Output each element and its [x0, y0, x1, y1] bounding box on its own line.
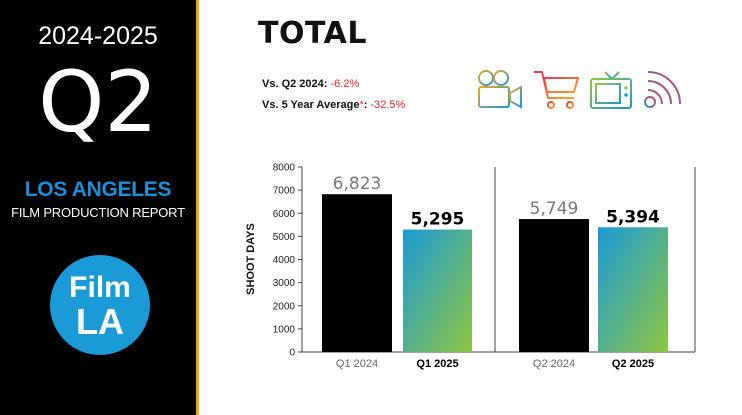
shoot-days-chart: SHOOT DAYS 0 1000 2000 3000 4000 5000 6000 7000… — [236, 155, 706, 395]
bar — [519, 219, 589, 352]
category-label: Q2 2025 — [612, 358, 654, 370]
report-quarter: Q2 — [38, 53, 158, 151]
shopping-cart-icon — [532, 68, 582, 112]
stat-vs-q2-2024: Vs. Q2 2024: -6.2% — [262, 78, 359, 90]
bar-value-label: 5,394 — [606, 207, 660, 227]
chart-svg: SHOOT DAYS 0 1000 2000 3000 4000 5000 6000 7000… — [245, 163, 696, 370]
side-divider — [196, 0, 199, 415]
page-title: TOTAL — [258, 16, 367, 51]
stat2-star: * — [359, 99, 364, 111]
bar-value-label: 5,295 — [411, 210, 465, 230]
y-tick-label: 4000 — [273, 255, 296, 266]
stat2-label: Vs. 5 Year Average — [262, 99, 360, 111]
bar — [322, 194, 392, 352]
y-tick-label: 1000 — [273, 324, 296, 335]
movie-camera-icon — [474, 68, 524, 112]
logo-line2: LA — [76, 301, 124, 342]
y-tick-label: 6000 — [273, 209, 296, 220]
y-tick-label: 8000 — [273, 163, 296, 174]
y-tick-label: 7000 — [273, 186, 296, 197]
stat1-value: -6.2% — [330, 78, 360, 90]
stat2-value: -32.5% — [370, 99, 406, 111]
tv-icon — [588, 68, 638, 112]
bar — [598, 227, 668, 352]
bar-value-label: 5,749 — [530, 199, 579, 219]
category-label: Q1 2025 — [416, 358, 458, 370]
broadcast-signal-icon — [640, 68, 690, 112]
stat2-sep: : — [363, 99, 371, 111]
filmla-logo: Film LA — [50, 255, 150, 355]
report-years: 2024-2025 — [38, 22, 158, 50]
stat-vs-5yr-avg: Vs. 5 Year Average*: -32.5% — [262, 99, 405, 111]
report-city: LOS ANGELES — [24, 178, 172, 201]
category-label: Q2 2024 — [533, 358, 575, 370]
stat1-label: Vs. Q2 2024: — [262, 78, 331, 90]
y-tick-label: 2000 — [273, 301, 296, 312]
y-tick-label: 3000 — [273, 278, 296, 289]
category-label: Q1 2024 — [336, 358, 378, 370]
sidebar-panel: 2024-2025 Q2 LOS ANGELES FILM PRODUCTION… — [0, 0, 196, 415]
y-tick-label: 5000 — [273, 232, 296, 243]
y-axis-label: SHOOT DAYS — [245, 223, 257, 295]
report-name: FILM PRODUCTION REPORT — [11, 205, 185, 220]
logo-line1: Film — [69, 271, 131, 304]
bar — [403, 229, 472, 352]
bar-value-label: 6,823 — [333, 174, 382, 194]
y-tick-label: 0 — [289, 348, 295, 359]
